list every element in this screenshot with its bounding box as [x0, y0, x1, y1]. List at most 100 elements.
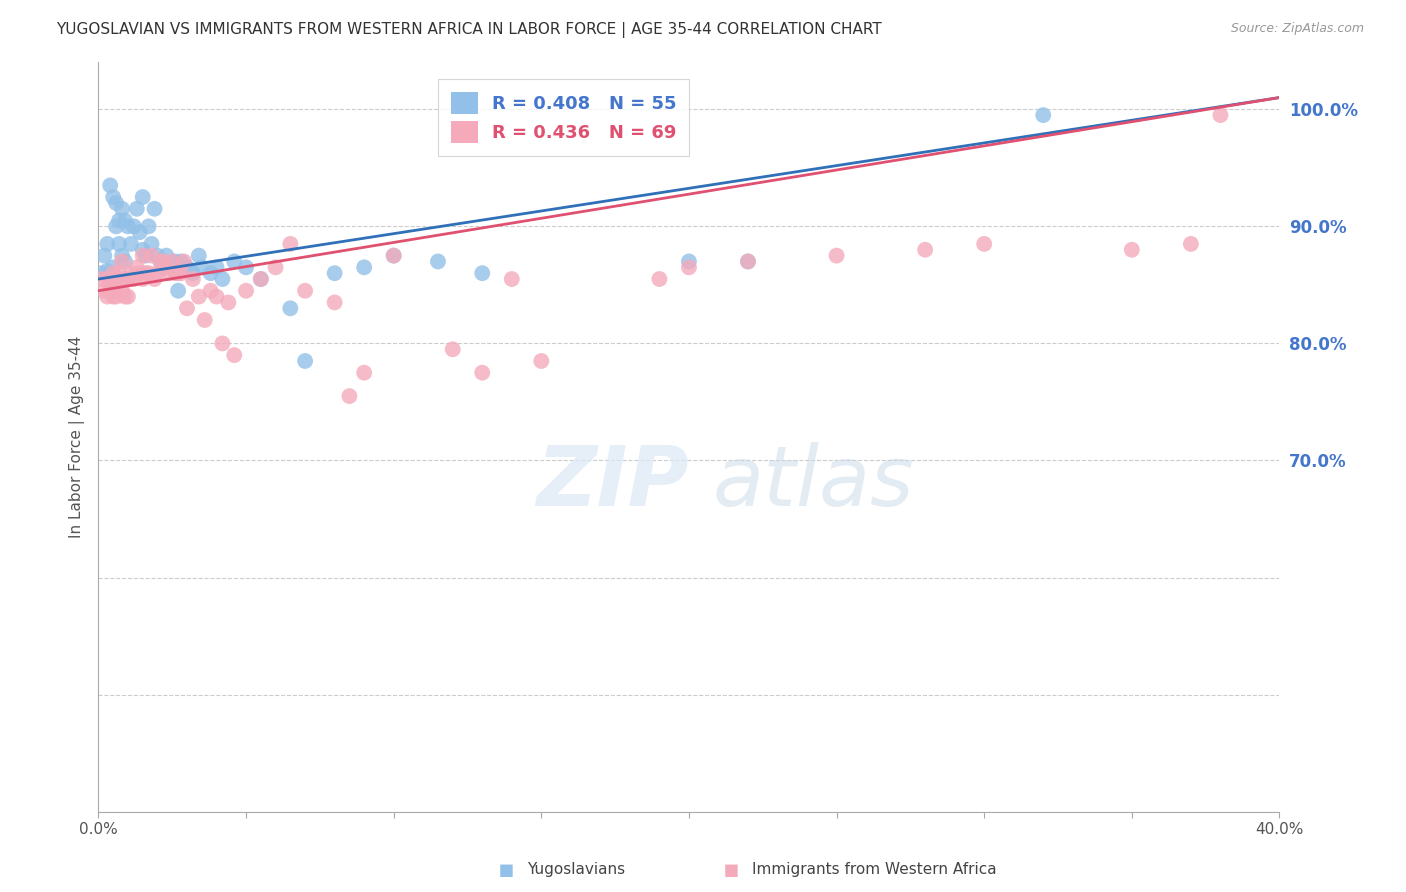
- Legend: R = 0.408   N = 55, R = 0.436   N = 69: R = 0.408 N = 55, R = 0.436 N = 69: [439, 79, 689, 155]
- Point: [122, 219, 145, 234]
- Point: [128, 266, 150, 280]
- Point: [162, 254, 183, 268]
- Point: [250, 272, 273, 286]
- Point: [141, 249, 163, 263]
- Point: [280, 301, 302, 316]
- Point: [323, 266, 346, 280]
- Point: [264, 260, 287, 275]
- Point: [157, 266, 180, 280]
- Point: [914, 243, 936, 257]
- Point: [1180, 236, 1202, 251]
- Point: [250, 272, 273, 286]
- Point: [90, 266, 112, 280]
- Point: [165, 266, 187, 280]
- Point: [382, 249, 405, 263]
- Point: [152, 254, 174, 268]
- Point: [280, 236, 302, 251]
- Point: [93, 249, 115, 263]
- Point: [143, 272, 166, 286]
- Point: [132, 272, 155, 286]
- Point: [108, 266, 131, 280]
- Point: [205, 260, 228, 275]
- Point: [114, 213, 136, 227]
- Point: [211, 336, 233, 351]
- Point: [181, 266, 204, 280]
- Point: [114, 254, 136, 268]
- Text: ▪: ▪: [723, 858, 740, 881]
- Point: [187, 289, 209, 303]
- Point: [103, 260, 125, 275]
- Point: [294, 284, 316, 298]
- Point: [111, 249, 134, 263]
- Text: Yugoslavians: Yugoslavians: [527, 863, 626, 877]
- Point: [152, 260, 174, 275]
- Point: [120, 236, 142, 251]
- Point: [98, 284, 121, 298]
- Point: [200, 284, 222, 298]
- Point: [103, 289, 125, 303]
- Text: atlas: atlas: [713, 442, 914, 523]
- Point: [170, 266, 193, 280]
- Point: [176, 260, 198, 275]
- Point: [737, 254, 759, 268]
- Point: [120, 266, 142, 280]
- Point: [135, 249, 157, 263]
- Text: ▪: ▪: [498, 858, 515, 881]
- Text: YUGOSLAVIAN VS IMMIGRANTS FROM WESTERN AFRICA IN LABOR FORCE | AGE 35-44 CORRELA: YUGOSLAVIAN VS IMMIGRANTS FROM WESTERN A…: [56, 22, 882, 38]
- Point: [427, 254, 450, 268]
- Point: [96, 289, 118, 303]
- Point: [1032, 108, 1054, 122]
- Point: [143, 202, 166, 216]
- Point: [105, 289, 128, 303]
- Point: [187, 249, 209, 263]
- Point: [117, 289, 139, 303]
- Point: [111, 202, 134, 216]
- Point: [235, 284, 257, 298]
- Point: [162, 260, 183, 275]
- Point: [339, 389, 361, 403]
- Text: Immigrants from Western Africa: Immigrants from Western Africa: [752, 863, 997, 877]
- Point: [146, 266, 169, 280]
- Point: [501, 272, 523, 286]
- Point: [132, 243, 155, 257]
- Point: [678, 254, 700, 268]
- Point: [825, 249, 848, 263]
- Point: [105, 219, 128, 234]
- Point: [117, 272, 139, 286]
- Point: [353, 366, 375, 380]
- Point: [173, 254, 195, 268]
- Point: [294, 354, 316, 368]
- Point: [117, 272, 139, 286]
- Point: [194, 313, 217, 327]
- Point: [155, 249, 177, 263]
- Point: [1209, 108, 1232, 122]
- Point: [90, 272, 112, 286]
- Point: [111, 284, 134, 298]
- Point: [678, 260, 700, 275]
- Point: [117, 219, 139, 234]
- Point: [108, 272, 131, 286]
- Text: Source: ZipAtlas.com: Source: ZipAtlas.com: [1230, 22, 1364, 36]
- Point: [149, 254, 172, 268]
- Point: [211, 272, 233, 286]
- Point: [108, 213, 131, 227]
- Point: [353, 260, 375, 275]
- Point: [181, 272, 204, 286]
- Point: [217, 295, 239, 310]
- Point: [125, 202, 148, 216]
- Point: [167, 266, 190, 280]
- Point: [191, 260, 214, 275]
- Text: ZIP: ZIP: [536, 442, 689, 523]
- Point: [132, 190, 155, 204]
- Point: [138, 266, 160, 280]
- Point: [224, 348, 246, 362]
- Point: [155, 260, 177, 275]
- Point: [138, 219, 160, 234]
- Point: [165, 254, 187, 268]
- Point: [105, 195, 128, 210]
- Point: [114, 289, 136, 303]
- Point: [98, 277, 121, 292]
- Point: [93, 284, 115, 298]
- Point: [108, 236, 131, 251]
- Point: [103, 266, 125, 280]
